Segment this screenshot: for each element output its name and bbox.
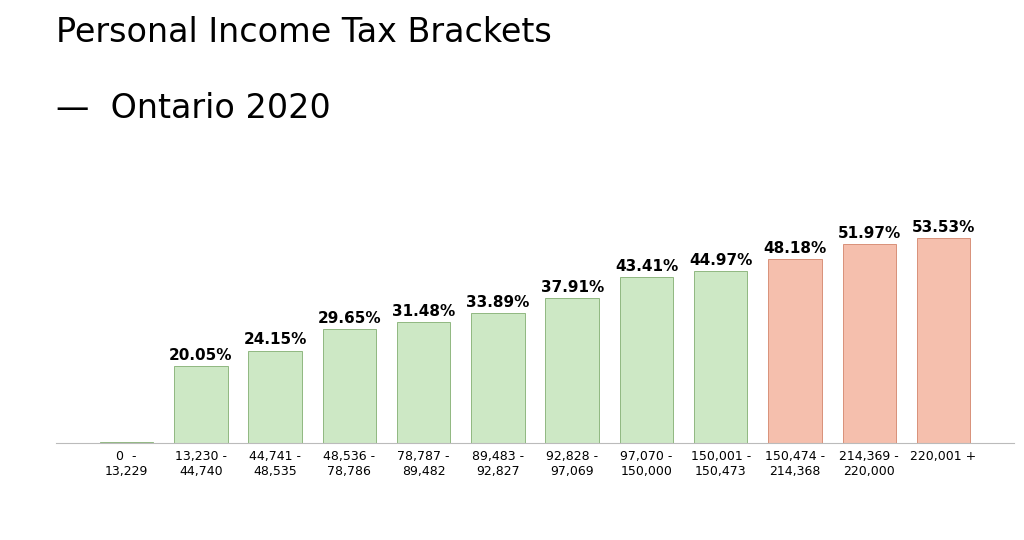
Bar <box>620 277 673 443</box>
Text: 37.91%: 37.91% <box>541 280 604 295</box>
Bar <box>916 238 971 443</box>
Bar <box>174 366 227 443</box>
Text: 33.89%: 33.89% <box>466 295 529 310</box>
Bar <box>471 313 524 443</box>
Bar <box>397 322 451 443</box>
Text: 51.97%: 51.97% <box>838 226 901 241</box>
Text: 48.18%: 48.18% <box>763 241 826 255</box>
Text: 53.53%: 53.53% <box>911 220 975 235</box>
Bar <box>768 259 821 443</box>
Bar <box>546 298 599 443</box>
Text: 20.05%: 20.05% <box>169 348 232 363</box>
Bar <box>843 244 896 443</box>
Text: 29.65%: 29.65% <box>317 312 381 327</box>
Text: 43.41%: 43.41% <box>614 259 678 274</box>
Text: 44.97%: 44.97% <box>689 253 753 268</box>
Text: Personal Income Tax Brackets: Personal Income Tax Brackets <box>56 16 552 49</box>
Bar <box>249 350 302 443</box>
Text: 31.48%: 31.48% <box>392 305 456 320</box>
Bar <box>323 329 376 443</box>
Text: 24.15%: 24.15% <box>244 333 307 347</box>
Bar <box>694 271 748 443</box>
Bar <box>100 442 154 443</box>
Text: —  Ontario 2020: — Ontario 2020 <box>56 92 331 125</box>
